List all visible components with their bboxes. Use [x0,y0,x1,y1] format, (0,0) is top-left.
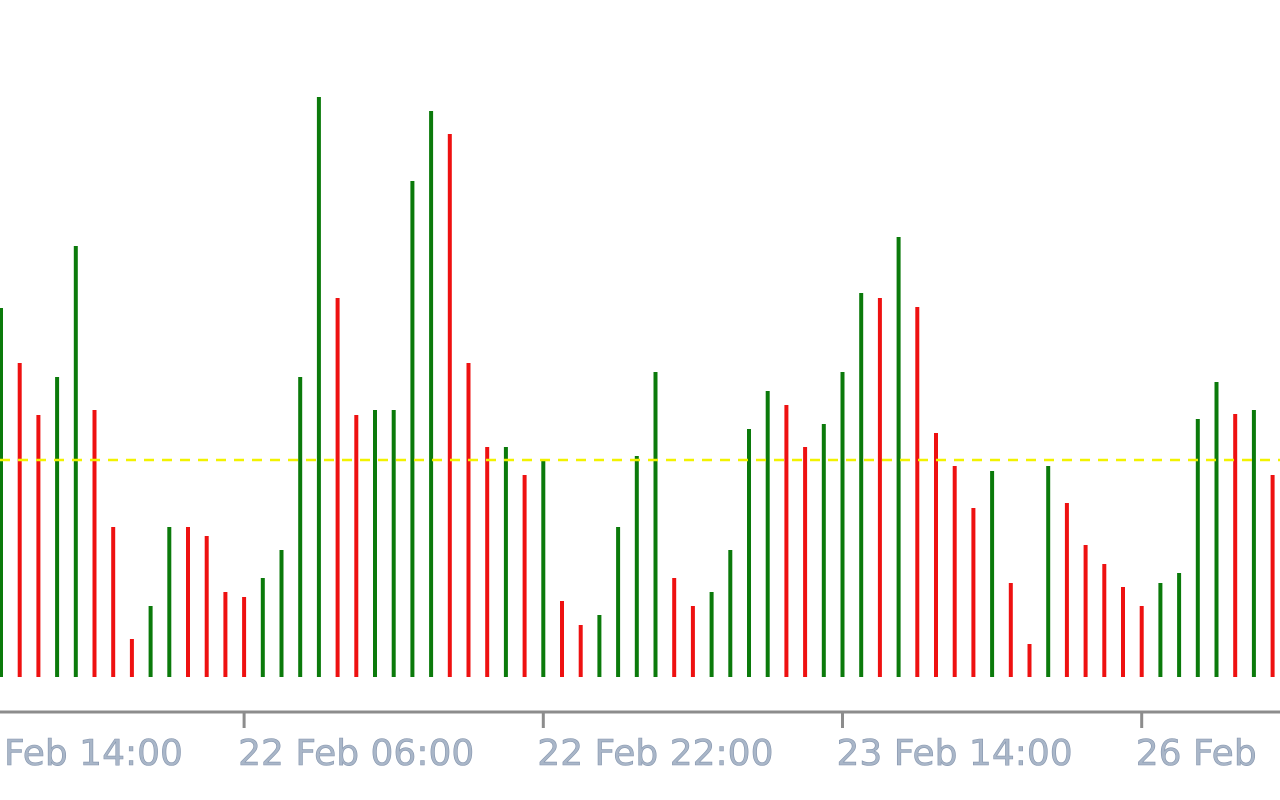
volume-bar [971,508,976,677]
volume-bar [1214,382,1219,677]
volume-bar [111,527,116,677]
volume-bar [129,639,134,677]
volume-bar [560,601,564,677]
volume-bar [17,363,22,677]
volume-bar [485,447,490,677]
volume-bar [896,237,901,677]
volume-bar [223,592,228,677]
volume-bar [915,307,920,677]
volume-bar [1083,545,1088,677]
x-tick-label: 22 Feb 06:00 [238,733,474,774]
volume-bar [709,592,714,677]
volume-bar [410,181,415,677]
volume-bar [298,377,303,677]
volume-bar [1046,466,1051,677]
volume-bar [522,475,527,677]
x-tick-label: Feb 14:00 [4,733,183,774]
volume-bar [0,308,3,677]
volume-bar [1064,503,1069,677]
volume-bar [391,410,396,677]
volume-bar [821,424,826,677]
volume-bar [877,298,882,677]
volume-bar [784,405,789,677]
volume-bar [260,578,265,677]
volume-bar [803,447,808,677]
volume-bar [204,536,209,677]
volume-bar [597,615,602,677]
volume-bar [167,527,172,677]
volume-bar [1177,573,1182,677]
x-tick-label: 26 Feb [1136,733,1257,774]
volume-bar [55,377,60,677]
volume-bar [148,606,153,677]
volume-bar [186,527,190,677]
volume-bar [36,415,41,677]
volume-bar [1270,475,1275,677]
volume-bar [354,415,359,677]
volume-bar [1102,564,1107,677]
volume-bar [578,625,583,677]
volume-bar [73,246,78,677]
volume-bar [616,527,621,677]
volume-bar [1008,583,1013,677]
volume-bar [634,456,639,677]
volume-bar [859,293,864,677]
volume-bar [429,111,434,677]
volume-bar [447,134,452,677]
volume-bar [952,466,957,677]
volume-bar [1139,606,1144,677]
volume-bar [1251,410,1256,677]
volume-bar [316,97,321,677]
volume-bar [1158,583,1163,677]
volume-bar [1027,644,1032,677]
volume-bar [934,433,938,677]
volume-bar [1195,419,1200,677]
volume-bar [690,606,695,677]
volume-bar [503,447,508,677]
volume-bar [747,429,751,677]
volume-bar [1121,587,1125,677]
volume-bar [765,391,770,677]
volume-bar [242,597,247,677]
volume-bar [466,363,471,677]
volume-bar [1233,414,1238,677]
x-tick-label: 22 Feb 22:00 [537,733,773,774]
volume-bar [92,410,97,677]
volume-bar [279,550,284,677]
volume-bar [373,410,377,677]
volume-bar [653,372,658,677]
x-tick-label: 23 Feb 14:00 [837,733,1073,774]
volume-bar [335,298,340,677]
volume-bar [541,461,546,677]
volume-bar [728,550,733,677]
volume-bar [672,578,677,677]
volume-bar [840,372,845,677]
volume-bar [990,471,995,677]
